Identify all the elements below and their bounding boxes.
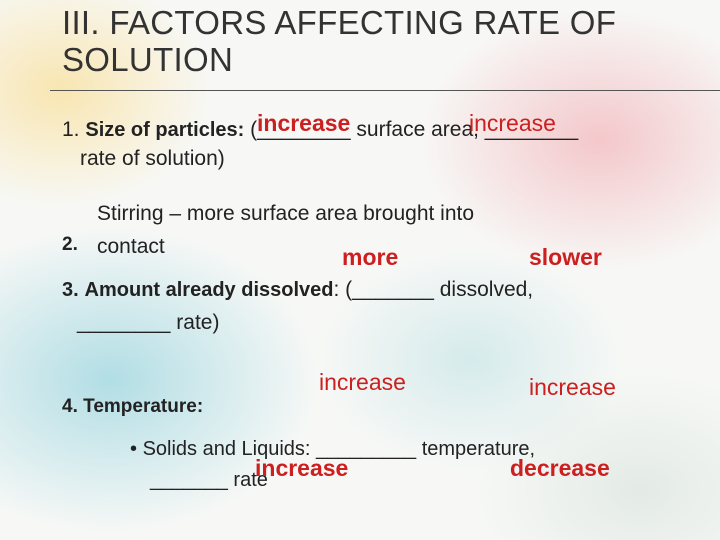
item-3-line-1: 3. Amount already dissolved: (_______ di…	[62, 278, 533, 302]
item-4-label: Temperature:	[83, 396, 204, 417]
item-3-number: 3.	[62, 279, 79, 301]
item-4-heading: 4. Temperature:	[62, 396, 203, 418]
item-2-line-1: Stirring – more surface area brought int…	[97, 202, 475, 225]
item-1-line-1: 1. Size of particles: (________ surface …	[62, 118, 578, 142]
item-3-label: Amount already dissolved	[84, 279, 334, 301]
item-3-answer-2: slower	[529, 244, 602, 270]
item-4-answer-2: increase	[529, 374, 616, 400]
item-4-sub-answer-2: decrease	[510, 455, 610, 481]
item-4-sub-line-1: • Solids and Liquids: _________ temperat…	[130, 438, 535, 461]
item-1-text-b: rate of solution)	[80, 147, 225, 170]
bullet-icon: •	[130, 438, 138, 460]
item-4-sub-answer-1: increase	[255, 455, 349, 481]
item-4-number: 4.	[62, 396, 78, 417]
item-1-number: 1.	[62, 118, 80, 141]
item-4-answer-1: increase	[319, 369, 406, 395]
item-1-text-a: (________ surface area, ________	[250, 118, 579, 141]
item-1-answer-1: increase	[257, 110, 351, 136]
item-4-sub-text-a: Solids and Liquids: _________ temperatur…	[142, 438, 536, 460]
slide-title: III. FACTORS AFFECTING RATE OF SOLUTION	[62, 4, 617, 78]
item-3-answer-1: more	[342, 244, 399, 270]
item-3-text-a: : (_______ dissolved,	[333, 278, 534, 301]
title-divider	[50, 90, 720, 91]
item-4-sub-text-b: _______ rate	[150, 469, 268, 491]
item-2-number: 2.	[62, 234, 78, 255]
item-3-text-b: ________ rate)	[77, 311, 220, 334]
item-1-label: Size of particles:	[85, 119, 245, 141]
item-2-line-2: contact	[97, 235, 165, 258]
item-1-answer-2: increase	[469, 110, 556, 136]
